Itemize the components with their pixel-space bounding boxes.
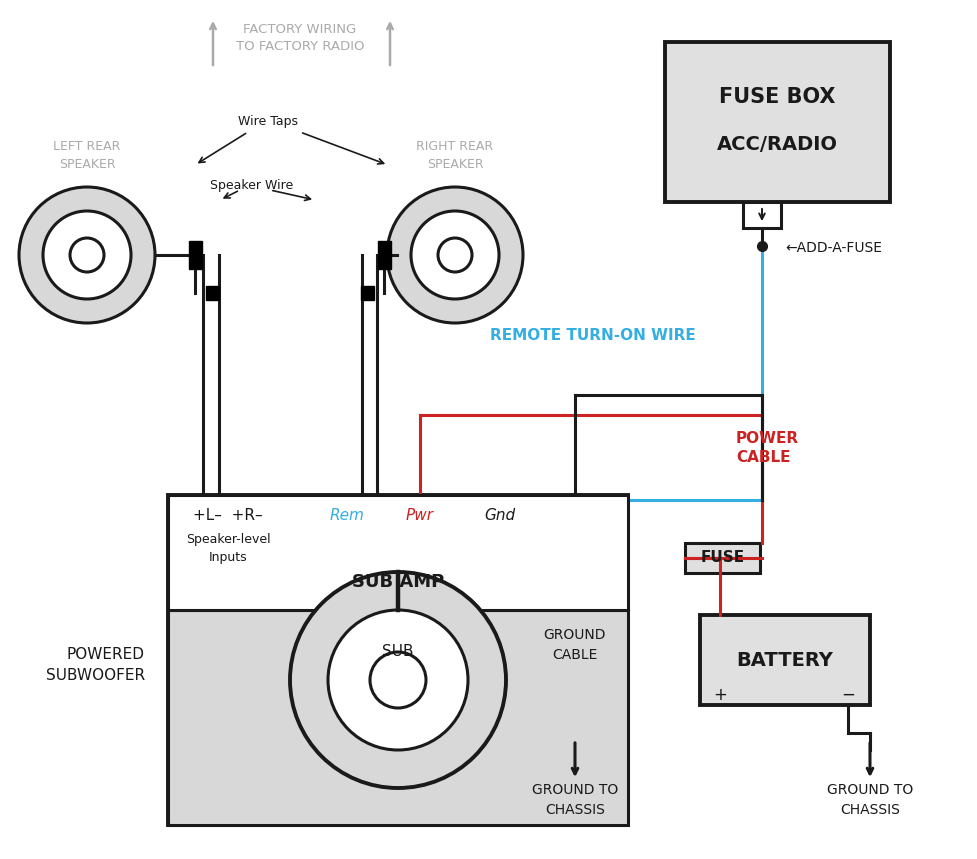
Text: POWERED
SUBWOOFER: POWERED SUBWOOFER (46, 647, 145, 683)
Text: ←ADD-A-FUSE: ←ADD-A-FUSE (785, 241, 881, 255)
Text: BATTERY: BATTERY (736, 650, 832, 669)
Circle shape (327, 610, 468, 750)
Text: SUB: SUB (382, 644, 413, 660)
Bar (206, 286, 219, 300)
Bar (743, 202, 781, 228)
Text: Gnd: Gnd (484, 509, 515, 523)
Bar (168, 610, 627, 825)
Circle shape (410, 211, 498, 299)
Bar (664, 42, 889, 202)
Text: Speaker-level
Inputs: Speaker-level Inputs (186, 533, 270, 564)
Circle shape (290, 572, 505, 788)
Text: LEFT REAR
SPEAKER: LEFT REAR SPEAKER (54, 139, 120, 170)
Bar (168, 495, 627, 610)
Circle shape (438, 238, 472, 272)
Text: +L–  +R–: +L– +R– (193, 509, 263, 523)
Text: FUSE: FUSE (700, 551, 743, 565)
Text: Wire Taps: Wire Taps (237, 115, 298, 129)
Bar (361, 286, 373, 300)
Text: FUSE BOX: FUSE BOX (718, 87, 835, 107)
Bar (700, 615, 870, 705)
Circle shape (387, 187, 523, 323)
Text: REMOTE TURN-ON WIRE: REMOTE TURN-ON WIRE (489, 327, 695, 343)
Circle shape (70, 238, 104, 272)
Circle shape (43, 211, 131, 299)
Text: POWER
CABLE: POWER CABLE (736, 430, 798, 466)
Text: Pwr: Pwr (405, 509, 434, 523)
Text: −: − (840, 686, 854, 704)
Bar (168, 495, 627, 825)
Text: +: + (712, 686, 726, 704)
Bar (378, 241, 391, 269)
Bar (684, 543, 759, 573)
Circle shape (369, 652, 426, 708)
Circle shape (19, 187, 154, 323)
Text: GROUND TO
CHASSIS: GROUND TO CHASSIS (531, 783, 617, 817)
Text: FACTORY WIRING
TO FACTORY RADIO: FACTORY WIRING TO FACTORY RADIO (235, 23, 363, 53)
Text: GROUND TO
CHASSIS: GROUND TO CHASSIS (826, 783, 913, 817)
Text: GROUND
CABLE: GROUND CABLE (543, 628, 606, 661)
Text: ACC/RADIO: ACC/RADIO (716, 135, 837, 154)
Text: SUB AMP: SUB AMP (352, 573, 444, 591)
Bar (189, 241, 202, 269)
Text: Rem: Rem (329, 509, 364, 523)
Text: RIGHT REAR
SPEAKER: RIGHT REAR SPEAKER (416, 139, 493, 170)
Text: Speaker Wire: Speaker Wire (210, 179, 293, 192)
